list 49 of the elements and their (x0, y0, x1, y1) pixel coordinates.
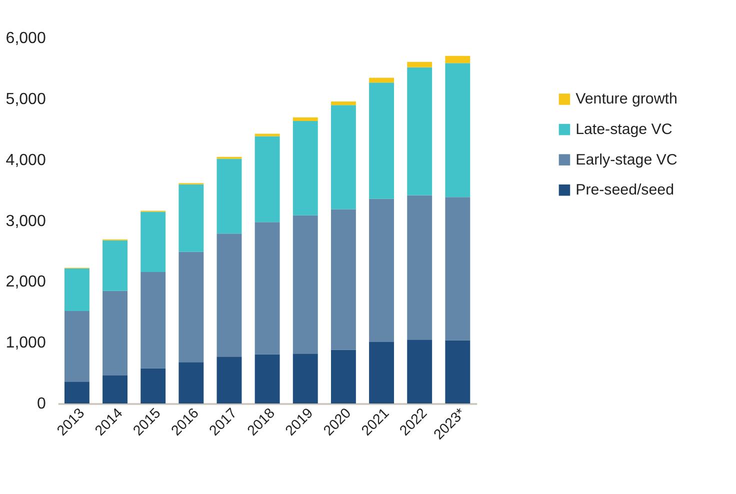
bar (140, 212, 166, 272)
bar (330, 102, 356, 106)
bar (292, 117, 318, 121)
bar (369, 78, 394, 83)
bar (216, 158, 242, 234)
y-tick-label: 6,000 (6, 29, 46, 48)
bar (254, 222, 280, 354)
bar (445, 340, 470, 404)
bar (178, 252, 204, 362)
bar (216, 356, 242, 404)
bar (64, 268, 90, 311)
bar (292, 120, 318, 216)
bar (407, 62, 432, 68)
bar (330, 209, 356, 350)
y-tick-label: 3,000 (6, 212, 46, 230)
bar (140, 272, 166, 368)
bar (445, 63, 470, 198)
bar (407, 67, 432, 196)
bar (102, 240, 128, 291)
y-tick-label: 5,000 (6, 90, 46, 108)
bar (216, 234, 242, 357)
bar (292, 354, 318, 404)
y-tick-label: 2,000 (6, 272, 46, 291)
bar (102, 376, 128, 404)
bar (407, 340, 432, 404)
bar (445, 197, 470, 340)
y-tick-label: 0 (36, 394, 46, 412)
bar (407, 195, 432, 340)
y-tick-label: 4,000 (6, 150, 46, 169)
bar (330, 105, 356, 210)
bar (254, 354, 280, 404)
bar (64, 382, 90, 404)
bar (369, 342, 394, 404)
bar (445, 56, 470, 64)
bar (330, 350, 356, 404)
bar (140, 368, 166, 404)
bar (369, 82, 394, 199)
legend-label: Pre-seed/seed (576, 182, 674, 199)
bar (292, 215, 318, 354)
bar (64, 310, 90, 382)
legend-label: Venture growth (576, 90, 678, 108)
legend-label: Late-stage VC (576, 120, 672, 138)
bar (178, 184, 204, 252)
bar (102, 290, 128, 376)
y-tick-label: 1,000 (6, 334, 46, 352)
bar (254, 136, 280, 222)
legend-label: Early-stage VC (576, 151, 678, 168)
bar (369, 198, 394, 342)
bar (178, 362, 204, 404)
